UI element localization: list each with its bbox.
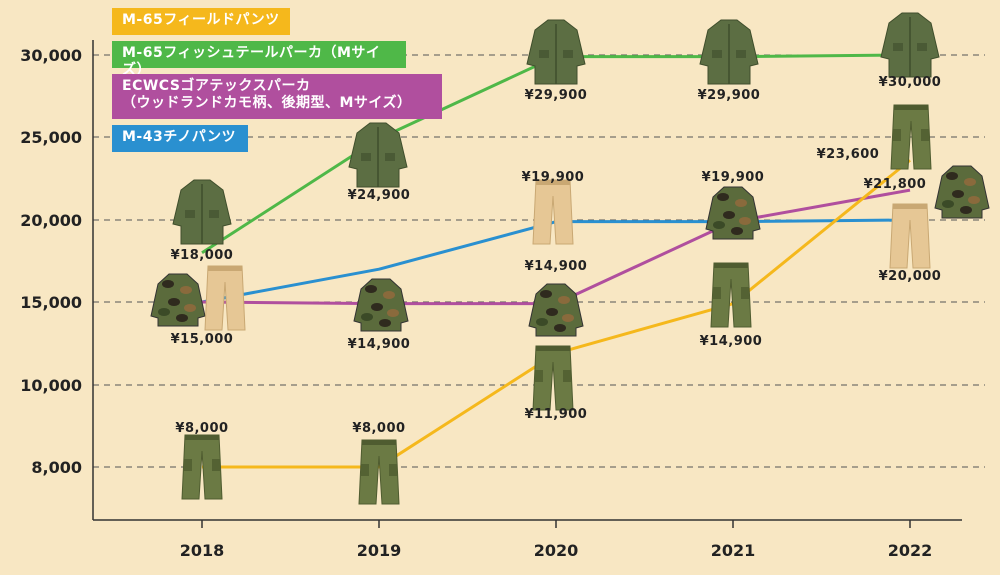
legend-item-m43-chino-pants: M-43チノパンツ <box>112 125 248 152</box>
price-label: ¥14,900 <box>348 337 411 352</box>
price-label: ¥24,900 <box>348 188 411 203</box>
y-tick-label: 8,000 <box>31 458 82 477</box>
item-trousers-khaki-icon <box>532 179 574 245</box>
x-tick-label: 2020 <box>534 541 579 560</box>
price-label: ¥20,000 <box>879 269 942 284</box>
legend-item-m65-fishtail-parka: M-65フィッシュテールパーカ（Mサイズ） <box>112 41 406 78</box>
item-trousers-olive-icon <box>710 262 752 328</box>
item-parka-olive-icon <box>880 12 940 78</box>
price-label: ¥19,900 <box>522 170 585 185</box>
item-jacket-camo-icon <box>528 283 584 337</box>
item-parka-olive-icon <box>526 19 586 85</box>
legend-item-m65-field-pants: M-65フィールドパンツ <box>112 8 290 35</box>
price-label: ¥21,800 <box>864 177 927 192</box>
item-jacket-camo-icon <box>705 186 761 240</box>
item-trousers-olive-icon <box>181 434 223 500</box>
item-trousers-olive-icon <box>358 439 400 505</box>
x-tick-label: 2021 <box>711 541 756 560</box>
item-jacket-camo-icon <box>150 273 206 327</box>
price-label: ¥18,000 <box>171 248 234 263</box>
item-trousers-khaki-icon <box>204 265 246 331</box>
price-label: ¥11,900 <box>525 407 588 422</box>
item-parka-olive-icon <box>172 179 232 245</box>
legend-item-ecwcs-parka: ECWCSゴアテックスパーカ （ウッドランドカモ柄、後期型、Mサイズ） <box>112 74 442 119</box>
legend-item-ecwcs-line1: ECWCSゴアテックスパーカ <box>122 78 311 94</box>
item-trousers-olive-icon <box>532 345 574 411</box>
price-label: ¥29,900 <box>698 88 761 103</box>
y-tick-label: 10,000 <box>20 376 82 395</box>
item-jacket-camo-icon <box>934 165 990 219</box>
x-tick-label: 2019 <box>357 541 402 560</box>
x-tick-label: 2018 <box>180 541 225 560</box>
y-tick-label: 20,000 <box>20 211 82 230</box>
y-tick-label: 30,000 <box>20 46 82 65</box>
price-label: ¥8,000 <box>175 421 228 436</box>
item-parka-olive-icon <box>348 122 408 188</box>
price-label: ¥8,000 <box>352 421 405 436</box>
item-trousers-olive-icon <box>890 104 932 170</box>
price-label: ¥15,000 <box>171 332 234 347</box>
y-tick-label: 25,000 <box>20 128 82 147</box>
price-label: ¥30,000 <box>879 75 942 90</box>
x-tick-label: 2022 <box>888 541 933 560</box>
item-jacket-camo-icon <box>353 278 409 332</box>
item-trousers-khaki-icon <box>889 203 931 269</box>
legend-item-ecwcs-line2: （ウッドランドカモ柄、後期型、Mサイズ） <box>122 95 412 111</box>
price-label: ¥19,900 <box>702 170 765 185</box>
price-label: ¥14,900 <box>700 334 763 349</box>
price-label: ¥23,600 <box>817 147 880 162</box>
price-label: ¥14,900 <box>525 259 588 274</box>
y-tick-label: 15,000 <box>20 293 82 312</box>
item-parka-olive-icon <box>699 19 759 85</box>
price-label: ¥29,900 <box>525 88 588 103</box>
